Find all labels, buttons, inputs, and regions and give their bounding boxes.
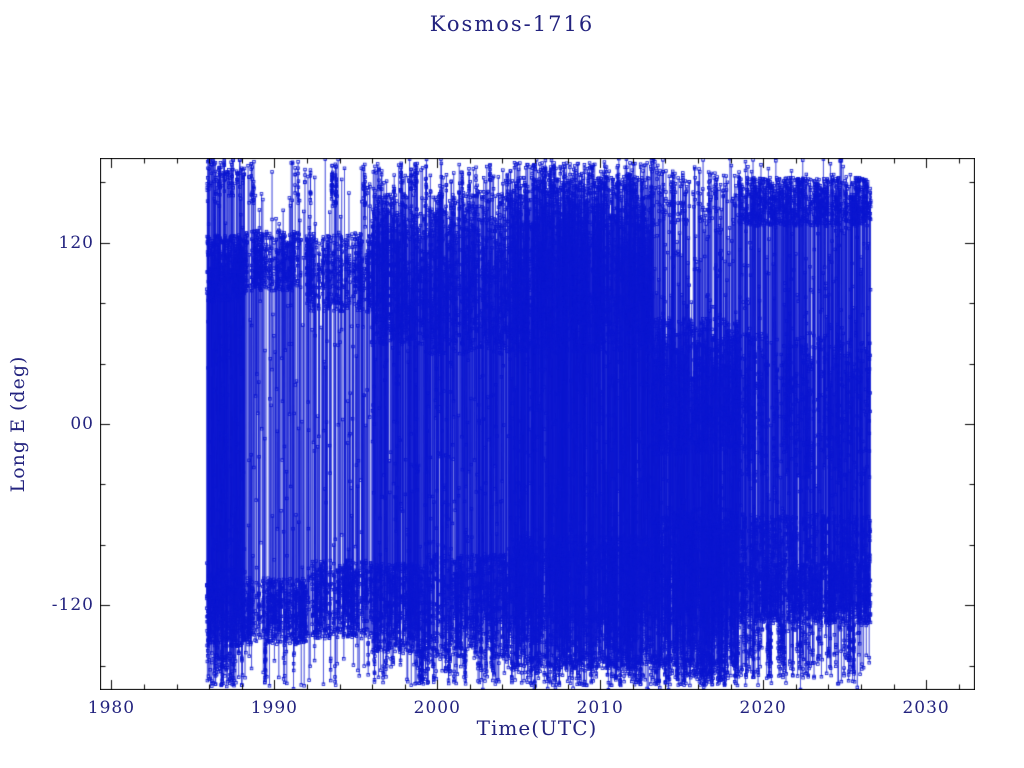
x-tick-label: 2020 — [739, 698, 787, 718]
y-tick-label: -120 — [51, 595, 94, 616]
x-axis-label: Time(UTC) — [476, 716, 598, 740]
x-tick-label: 2000 — [413, 698, 461, 718]
y-tick-label: 00 — [70, 414, 94, 434]
y-tick-label: 120 — [58, 232, 94, 253]
x-tick-label: 1980 — [87, 698, 136, 718]
x-tick-label: 1990 — [250, 698, 298, 718]
chart-title: Kosmos-1716 — [429, 12, 595, 36]
x-tick-label: 2010 — [576, 698, 624, 718]
chart-canvas — [100, 158, 975, 690]
plot-area — [100, 158, 975, 690]
x-tick-label: 2030 — [902, 698, 950, 718]
